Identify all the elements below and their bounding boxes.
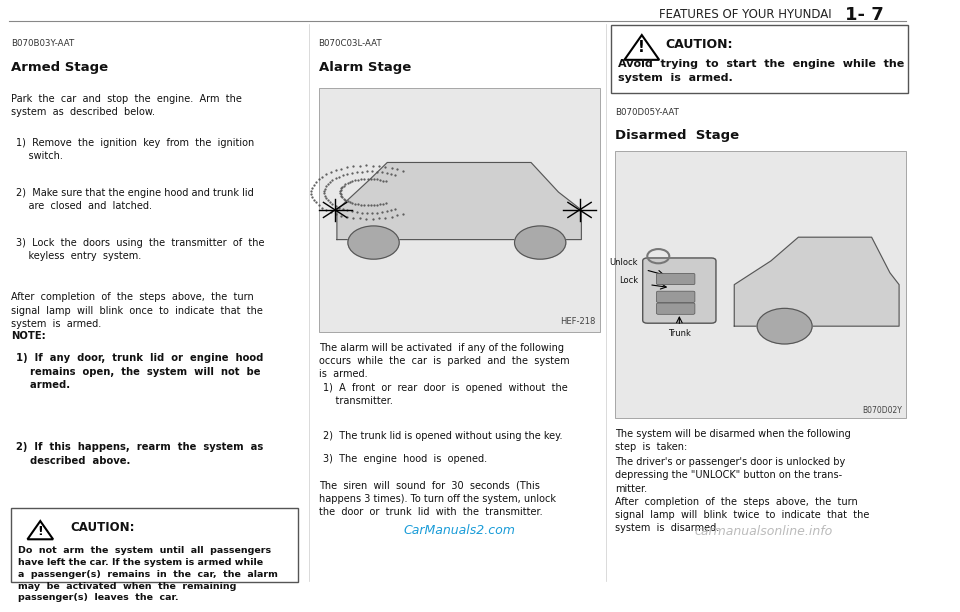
- Text: 2)  The trunk lid is opened without using the key.: 2) The trunk lid is opened without using…: [324, 430, 563, 441]
- FancyBboxPatch shape: [611, 25, 908, 93]
- Text: 3)  The  engine  hood  is  opened.: 3) The engine hood is opened.: [324, 454, 488, 465]
- Text: NOTE:: NOTE:: [11, 331, 46, 341]
- Text: !: !: [638, 40, 645, 55]
- Text: Trunk: Trunk: [668, 329, 691, 338]
- Circle shape: [348, 226, 399, 259]
- Text: Disarmed  Stage: Disarmed Stage: [615, 129, 739, 142]
- Text: B070B03Y-AAT: B070B03Y-AAT: [11, 39, 74, 48]
- Polygon shape: [28, 521, 53, 539]
- Text: The driver's or passenger's door is unlocked by
depressing the "UNLOCK" button o: The driver's or passenger's door is unlo…: [615, 457, 870, 533]
- Text: Park  the  car  and  stop  the  engine.  Arm  the
system  as  described  below.: Park the car and stop the engine. Arm th…: [11, 94, 242, 117]
- Text: HEF-218: HEF-218: [560, 317, 595, 326]
- FancyBboxPatch shape: [657, 291, 695, 302]
- Text: 2)  Make sure that the engine hood and trunk lid
    are  closed  and  latched.: 2) Make sure that the engine hood and tr…: [15, 188, 253, 211]
- Text: 1)  If  any  door,  trunk  lid  or  engine  hood
    remains  open,  the  system: 1) If any door, trunk lid or engine hood…: [15, 354, 263, 390]
- Text: Do  not  arm  the  system  until  all  passengers
have left the car. If the syst: Do not arm the system until all passenge…: [18, 546, 278, 602]
- FancyBboxPatch shape: [657, 274, 695, 285]
- Text: CAUTION:: CAUTION:: [665, 38, 733, 51]
- Polygon shape: [734, 237, 900, 326]
- Text: Avoid  trying  to  start  the  engine  while  the
system  is  armed.: Avoid trying to start the engine while t…: [618, 59, 904, 83]
- Text: The  siren  will  sound  for  30  seconds  (This
happens 3 times). To turn off t: The siren will sound for 30 seconds (Thi…: [319, 481, 556, 517]
- FancyBboxPatch shape: [11, 507, 298, 583]
- Text: FEATURES OF YOUR HYUNDAI: FEATURES OF YOUR HYUNDAI: [660, 9, 831, 21]
- Text: 2)  If  this  happens,  rearm  the  system  as
    described  above.: 2) If this happens, rearm the system as …: [15, 442, 263, 466]
- Text: Armed Stage: Armed Stage: [11, 61, 108, 74]
- FancyBboxPatch shape: [615, 151, 906, 418]
- Text: B070D02Y: B070D02Y: [862, 406, 901, 415]
- FancyBboxPatch shape: [642, 258, 716, 323]
- Circle shape: [757, 308, 812, 344]
- Text: The alarm will be activated  if any of the following
occurs  while  the  car  is: The alarm will be activated if any of th…: [319, 343, 569, 379]
- Text: CarManuals2.com: CarManuals2.com: [403, 524, 516, 537]
- Text: CAUTION:: CAUTION:: [70, 521, 135, 534]
- Polygon shape: [624, 35, 660, 60]
- FancyBboxPatch shape: [319, 88, 600, 332]
- Text: 1- 7: 1- 7: [845, 6, 883, 24]
- Circle shape: [515, 226, 565, 259]
- Text: B070D05Y-AAT: B070D05Y-AAT: [615, 108, 679, 117]
- Text: Alarm Stage: Alarm Stage: [319, 61, 411, 74]
- Text: !: !: [37, 525, 43, 538]
- Text: 1)  A  front  or  rear  door  is  opened  without  the
    transmitter.: 1) A front or rear door is opened withou…: [324, 383, 568, 406]
- Text: Lock: Lock: [619, 275, 638, 285]
- Text: 1)  Remove  the  ignition  key  from  the  ignition
    switch.: 1) Remove the ignition key from the igni…: [15, 138, 253, 162]
- Text: Unlock: Unlock: [610, 258, 638, 267]
- FancyBboxPatch shape: [657, 303, 695, 315]
- Text: After  completion  of  the  steps  above,  the  turn
signal  lamp  will  blink  : After completion of the steps above, the…: [11, 293, 263, 329]
- Polygon shape: [337, 163, 582, 239]
- Text: 3)  Lock  the  doors  using  the  transmitter  of  the
    keyless  entry  syste: 3) Lock the doors using the transmitter …: [15, 238, 264, 261]
- Text: B070C03L-AAT: B070C03L-AAT: [319, 39, 382, 48]
- Text: carmanualsonline.info: carmanualsonline.info: [694, 526, 832, 539]
- Text: The system will be disarmed when the following
step  is  taken:: The system will be disarmed when the fol…: [615, 429, 851, 452]
